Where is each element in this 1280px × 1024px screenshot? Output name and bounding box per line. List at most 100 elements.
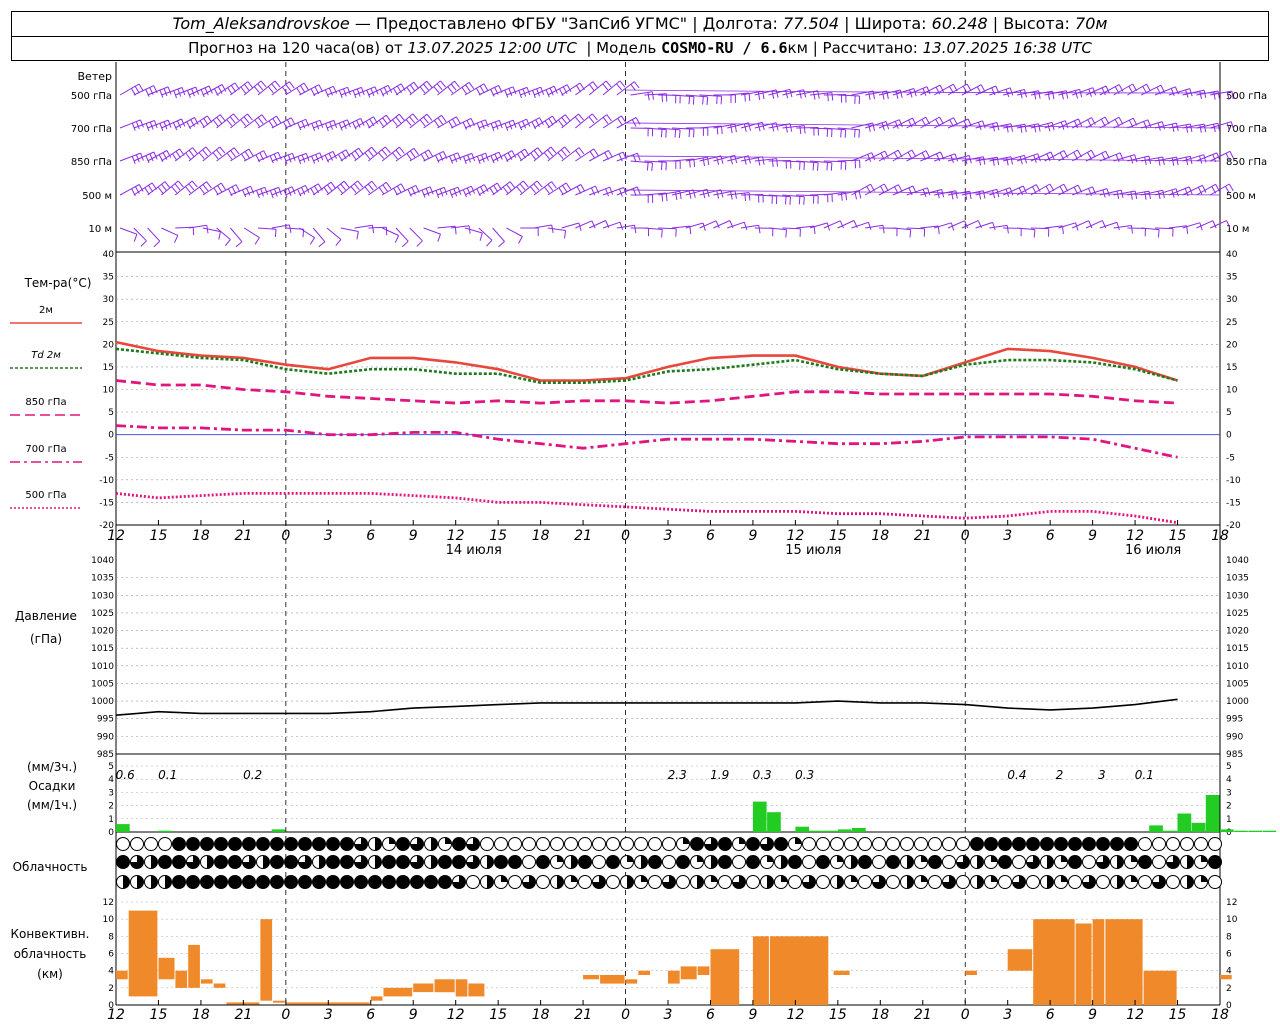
wind-feather [346,119,351,128]
cloud-symbol [130,837,144,851]
wind-barb [271,224,290,229]
wind-feather [144,187,150,195]
wind-feather [592,81,599,89]
wind-barb [933,83,954,96]
wind-barb [782,194,805,198]
wind-feather [1212,220,1217,229]
temp-x-label: 3 [324,528,333,544]
wind-feather [217,86,223,94]
wind-barb [823,160,846,163]
wind-barb [768,194,791,198]
wind-feather [591,187,596,196]
wind-barb [961,120,983,129]
conv-bar [965,970,977,975]
wind-feather [226,152,233,160]
wind-feather [466,187,471,196]
wind-barb [506,118,527,129]
conv-bar [638,970,650,975]
wind-barb [809,160,832,164]
wind-feather [301,120,306,129]
wind-feather [1224,185,1230,194]
wind-barb [285,82,305,96]
wind-barb [506,86,528,96]
wind-barb [947,118,969,129]
cloud-symbol-fill [130,855,144,869]
conv-bar [175,970,188,988]
cloud-symbol [592,855,606,869]
wind-feather [882,225,885,234]
wind-barb [754,89,777,96]
cloud-symbol-fill [319,855,326,869]
conv-title-1: Конвективн. [11,927,90,941]
wind-feather [991,87,996,96]
lon-value: 77.504 [783,14,840,33]
cloud-symbol [858,837,872,851]
wind-feather [909,229,912,238]
wind-level-label: 850 гПа [71,157,112,168]
wind-barb [878,119,900,129]
temp-x-label: 15 [1169,528,1187,544]
wind-barb [561,147,580,162]
precip-bar [1220,829,1234,832]
wind-feather [383,87,389,95]
cloud-symbol-fill [270,875,284,889]
wind-feather [748,192,751,201]
wind-feather [1171,157,1175,166]
wind-barb [340,117,361,129]
wind-feather [476,156,481,164]
wind-barb [423,80,441,96]
conv-bar [769,936,829,1005]
cloud-symbol-fill [466,855,480,869]
wind-barb [823,220,841,229]
wind-barb [147,227,161,242]
wind-feather [340,183,347,191]
model-name: COSMO-RU / 6.6 [661,39,788,57]
wind-feather [419,86,426,94]
wind-feather [939,84,945,93]
wind-feather [449,155,454,164]
wind-feather [356,231,359,240]
temp-x-label: 12 [1126,528,1144,544]
wind-feather [544,120,550,128]
cloud-symbol-fill [116,855,130,869]
wind-barb [285,152,307,162]
precip-tick-right: 3 [1226,788,1232,798]
wind-barb [326,119,348,129]
wind-barb [1003,154,1025,162]
wind-feather [508,121,513,130]
cloud-symbol-fill [774,837,788,851]
wind-barb [1016,153,1038,162]
precip-tick-right: 4 [1226,775,1232,785]
temp-x-label: 0 [621,528,630,544]
wind-feather [1189,88,1193,97]
conv-x-label: 3 [664,1007,673,1023]
wind-feather [140,119,144,128]
cloud-symbol-fill [1047,875,1054,889]
conv-bar [697,966,710,975]
wind-feather [336,186,343,194]
wind-barb [961,84,982,96]
wind-level-label: 500 м [82,191,112,202]
wind-feather [323,187,330,195]
wind-barb [1140,84,1162,96]
wind-feather [785,124,788,133]
wind-feather [200,89,205,98]
cloud-symbol-fill [1096,837,1110,851]
wind-feather [908,187,913,196]
wind-feather [332,151,337,159]
cloud-symbol-fill [704,837,718,851]
wind-feather [335,239,342,246]
wind-barb [257,115,277,129]
cloud-symbol-fill [1082,875,1096,889]
precip-bar [1149,825,1163,832]
wind-feather [297,188,302,197]
wind-feather [453,154,458,162]
cloud-symbol-fill [1026,855,1040,869]
cloud-symbol-fill [312,875,326,889]
conv-x-label: 15 [829,1007,847,1023]
cloud-symbol-fill [697,855,704,862]
wind-feather [827,93,829,102]
precip-bar [1205,795,1220,832]
wind-barb [147,119,169,129]
wind-barb [809,222,828,229]
